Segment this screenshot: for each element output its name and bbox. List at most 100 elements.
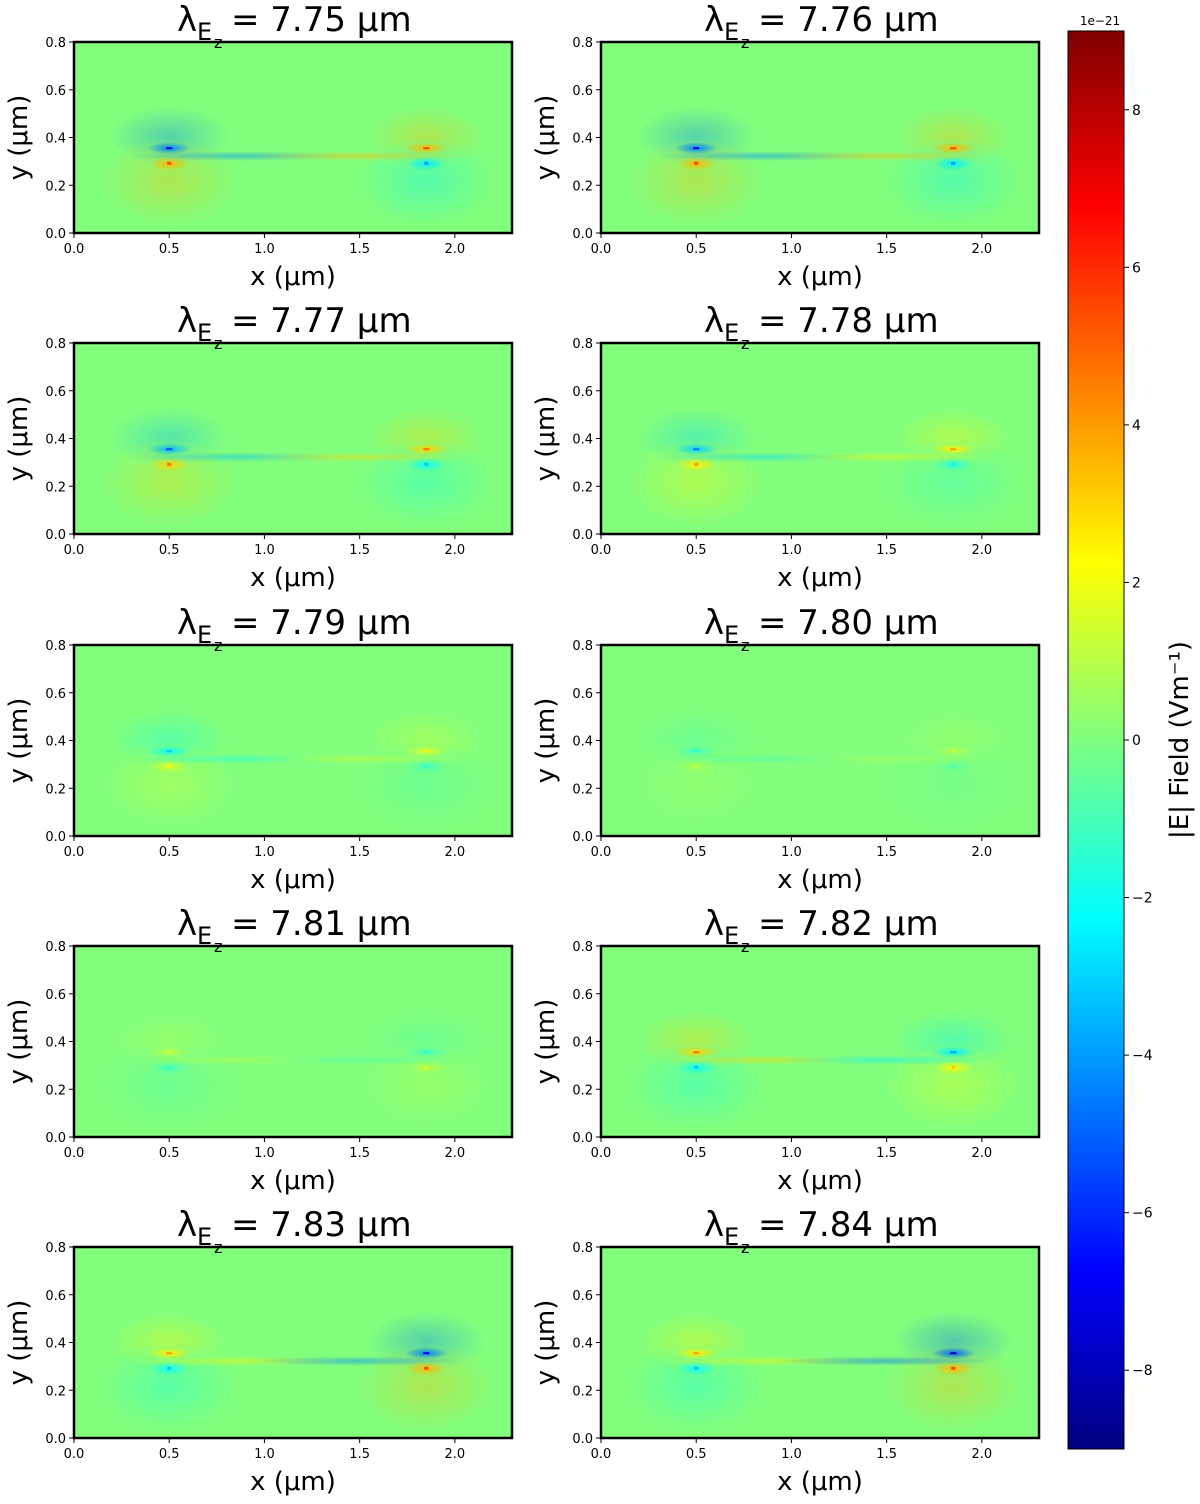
panel-title-subsubscript: z: [214, 1238, 222, 1257]
panel-title-value: = 7.78 μm: [758, 301, 939, 341]
field-slot-edge: [950, 147, 957, 150]
field-features: [99, 1311, 497, 1432]
field-features: [626, 1311, 1024, 1432]
x-tick-label: 0.5: [159, 543, 180, 558]
field-features: [626, 1010, 1024, 1131]
field-streak: [246, 754, 467, 765]
panel-title-subscript: E: [724, 18, 739, 46]
y-tick-label: 0.2: [45, 1384, 66, 1399]
field-features: [626, 709, 1024, 830]
heatmap-panel: 0.0 0.5 1.0 1.5 2.0 0.0 0.2 0.4 0.6 0.8 x (μm) y (μ…: [4, 603, 514, 895]
field-slot-edge: [424, 764, 429, 768]
colorbar-tick-label: −6: [1132, 1206, 1153, 1222]
panel-title-subsubscript: z: [214, 334, 222, 353]
y-tick-label: 0.8: [45, 337, 66, 352]
field-slot-edge: [694, 764, 699, 768]
y-tick-label: 0.6: [572, 84, 593, 99]
x-tick-label: 0.0: [64, 1146, 85, 1161]
field-streak: [773, 151, 994, 162]
field-slot-edge: [166, 750, 173, 753]
colorbar-tick-label: 2: [1132, 575, 1141, 591]
y-tick-label: 0.4: [572, 433, 593, 448]
panel-title-subsubscript: z: [214, 937, 222, 956]
x-tick-label: 1.5: [349, 1447, 370, 1462]
panel-title-subscript: E: [197, 621, 212, 649]
x-tick-label: 0.0: [64, 242, 85, 257]
y-tick-label: 0.4: [572, 735, 593, 750]
field-slot-edge: [951, 161, 956, 165]
y-tick-label: 0.8: [572, 337, 593, 352]
y-tick-label: 0.6: [572, 988, 593, 1003]
y-tick-label: 0.6: [45, 1289, 66, 1304]
x-tick-label: 1.5: [876, 845, 897, 860]
panel-title-value: = 7.80 μm: [758, 603, 939, 643]
colorbar-tick-label: −8: [1132, 1363, 1153, 1379]
y-tick-label: 0.2: [45, 480, 66, 495]
x-axis-label: x (μm): [777, 262, 863, 292]
x-tick-label: 0.5: [686, 1146, 707, 1161]
x-tick-label: 0.0: [591, 845, 612, 860]
y-tick-label: 0.0: [572, 830, 593, 845]
x-tick-label: 2.0: [445, 1146, 466, 1161]
field-slot-edge: [167, 1366, 172, 1370]
field-slot-edge: [423, 750, 430, 753]
field-features: [99, 1010, 497, 1131]
colorbar-offset-text: 1e−21: [1080, 14, 1120, 28]
field-slot-edge: [423, 1051, 430, 1054]
panel-title-value: = 7.81 μm: [231, 904, 412, 944]
y-tick-label: 0.4: [45, 1036, 66, 1051]
y-tick-label: 0.8: [572, 639, 593, 654]
x-tick-label: 1.5: [349, 242, 370, 257]
panel-title-subscript: E: [724, 922, 739, 950]
y-tick-label: 0.2: [45, 782, 66, 797]
y-tick-label: 0.0: [572, 1432, 593, 1447]
y-tick-label: 0.4: [572, 1337, 593, 1352]
y-tick-label: 0.0: [572, 1131, 593, 1146]
panel-title-subscript: E: [197, 18, 212, 46]
y-tick-label: 0.6: [572, 385, 593, 400]
x-tick-label: 0.5: [159, 242, 180, 257]
y-tick-label: 0.0: [572, 528, 593, 543]
colorbar: 1e−21 8 6 4 2 0 −2 −4 −6 −8 |E| Field (Vm⁻¹): [1067, 14, 1195, 1450]
panel-title-value: = 7.84 μm: [758, 1205, 939, 1245]
heatmap-panel: 0.0 0.5 1.0 1.5 2.0 0.0 0.2 0.4 0.6 0.8 x (μm) y (μ…: [4, 1205, 514, 1497]
x-tick-label: 0.5: [159, 1146, 180, 1161]
field-streak: [773, 754, 994, 765]
x-tick-label: 1.5: [876, 1447, 897, 1462]
y-axis-label: y (μm): [4, 698, 34, 784]
y-tick-label: 0.6: [572, 1289, 593, 1304]
field-features: [99, 106, 497, 227]
field-streak: [246, 1356, 467, 1367]
heatmap-panel: 0.0 0.5 1.0 1.5 2.0 0.0 0.2 0.4 0.6 0.8 x (μm) y (μ…: [4, 301, 514, 593]
x-tick-label: 2.0: [445, 543, 466, 558]
x-tick-label: 1.0: [254, 1447, 275, 1462]
x-tick-label: 0.0: [591, 543, 612, 558]
y-tick-label: 0.6: [45, 84, 66, 99]
x-tick-label: 1.5: [349, 1146, 370, 1161]
heatmap-panel: 0.0 0.5 1.0 1.5 2.0 0.0 0.2 0.4 0.6 0.8 x (μm) y (μ…: [531, 0, 1041, 292]
field-features: [626, 407, 1024, 528]
y-tick-label: 0.8: [45, 1241, 66, 1256]
field-slot-edge: [167, 462, 172, 466]
y-tick-label: 0.6: [45, 385, 66, 400]
y-tick-label: 0.0: [45, 1432, 66, 1447]
field-streak: [773, 452, 994, 463]
field-slot-edge: [423, 448, 430, 451]
x-tick-label: 0.0: [64, 1447, 85, 1462]
field-slot-edge: [423, 147, 430, 150]
field-slot-edge: [951, 462, 956, 466]
field-slot-edge: [951, 1065, 956, 1069]
panel-title-lambda: λ: [177, 1205, 197, 1245]
y-axis-label: y (μm): [531, 999, 561, 1085]
x-tick-label: 1.0: [254, 1146, 275, 1161]
heatmap-panel: 0.0 0.5 1.0 1.5 2.0 0.0 0.2 0.4 0.6 0.8 x (μm) y (μ…: [4, 904, 514, 1196]
field-streak: [246, 452, 467, 463]
y-axis-label: y (μm): [4, 999, 34, 1085]
y-tick-label: 0.0: [45, 528, 66, 543]
field-slot-edge: [167, 764, 172, 768]
panel-title-lambda: λ: [704, 603, 724, 643]
y-tick-label: 0.4: [45, 1337, 66, 1352]
colorbar-tick-label: 0: [1132, 733, 1141, 749]
